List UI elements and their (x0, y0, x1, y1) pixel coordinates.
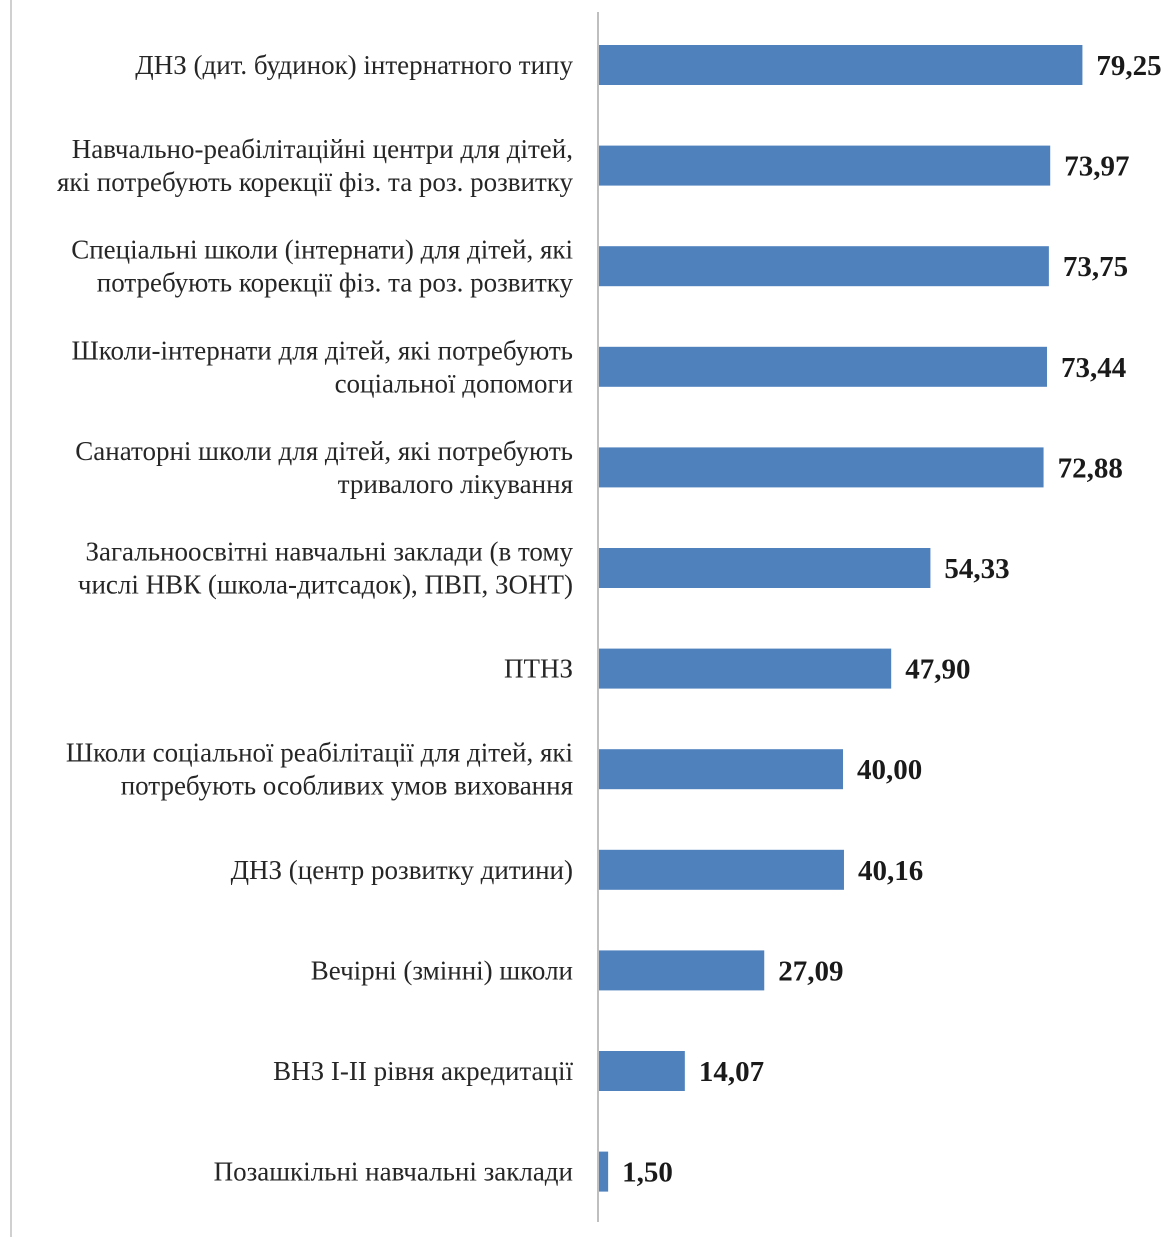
data-label: 73,97 (1064, 151, 1129, 183)
bar (599, 950, 765, 991)
category-label: Школи-інтернати для дітей, які потребуют… (72, 335, 574, 365)
category-label: числі НВК (школа-дитсадок), ПВП, ЗОНТ) (78, 570, 573, 600)
bar (599, 648, 892, 689)
category-label: які потребують корекції фіз. та роз. роз… (57, 167, 574, 197)
bar (599, 145, 1051, 186)
category-label: Спеціальні школи (інтернати) для дітей, … (71, 235, 573, 265)
category-label: Загальноосвітні навчальні заклади (в том… (85, 537, 573, 567)
data-label: 79,25 (1096, 50, 1161, 82)
bar (599, 346, 1047, 387)
data-label: 47,90 (905, 654, 970, 686)
category-label: ПТНЗ (504, 654, 573, 684)
category-label: Вечірні (змінні) школи (311, 955, 573, 985)
category-label: ДНЗ (дит. будинок) інтернатного типу (135, 50, 573, 80)
bar (599, 1151, 609, 1192)
category-label: Школи соціальної реабілітації для дітей,… (66, 738, 573, 768)
category-label: тривалого лікування (338, 469, 573, 499)
bar (599, 1051, 685, 1091)
data-label: 1,50 (622, 1157, 673, 1189)
category-label: ВНЗ І-ІІ рівня акредитації (273, 1056, 573, 1086)
bar (599, 548, 931, 588)
category-label: Навчально-реабілітаційні центри для діте… (72, 134, 573, 164)
data-label: 72,88 (1058, 452, 1123, 484)
bar (599, 246, 1049, 287)
category-label: Санаторні школи для дітей, які потребуют… (75, 436, 573, 466)
data-label: 73,44 (1061, 352, 1126, 384)
data-label: 14,07 (699, 1056, 764, 1088)
bar (599, 749, 843, 790)
data-label: 27,09 (778, 955, 843, 987)
bar (599, 45, 1083, 85)
category-label: Позашкільні навчальні заклади (214, 1157, 573, 1187)
data-label: 73,75 (1063, 251, 1128, 283)
category-label: потребують особливих умов виховання (121, 771, 573, 801)
category-label: потребують корекції фіз. та роз. розвитк… (97, 268, 574, 298)
category-label: ДНЗ (центр розвитку дитини) (231, 855, 573, 885)
bar (599, 447, 1044, 488)
data-label: 40,00 (857, 754, 922, 786)
data-label: 40,16 (858, 855, 923, 887)
category-label: соціальної допомоги (335, 368, 573, 398)
data-label: 54,33 (944, 553, 1009, 585)
bar (599, 849, 844, 890)
